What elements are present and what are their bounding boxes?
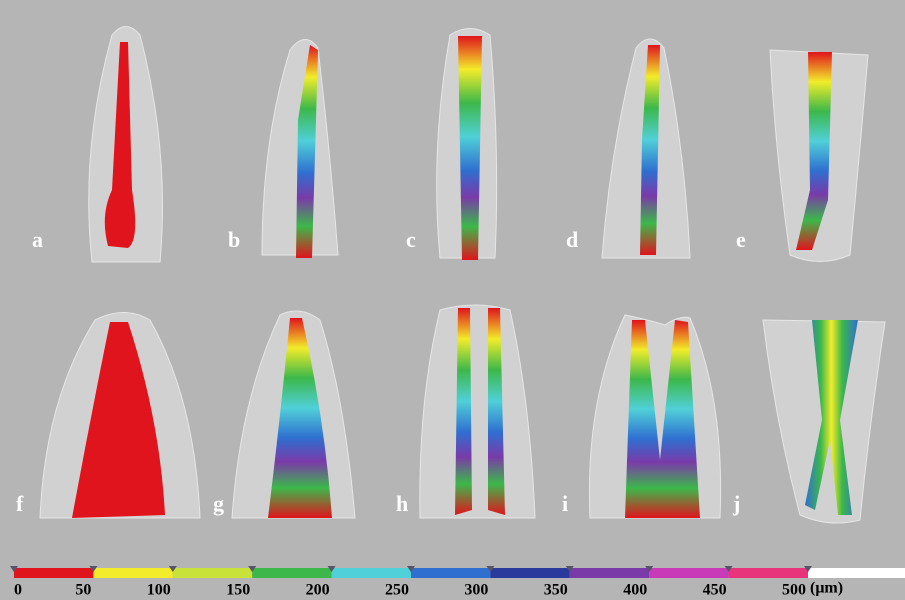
colorbar-segment	[252, 568, 332, 578]
tick-label: 100	[147, 582, 171, 599]
panel-label: j	[732, 491, 740, 516]
tick-label: 450	[703, 582, 727, 599]
tick-mark	[168, 566, 177, 572]
unit-label: (μm)	[810, 580, 843, 597]
tick-label: 200	[306, 582, 330, 599]
tooth	[419, 304, 536, 519]
colorbar-segment	[411, 568, 491, 578]
tick-mark	[327, 566, 336, 572]
colorbar-segment	[331, 568, 411, 578]
tick-mark	[486, 566, 495, 572]
canal	[458, 36, 482, 260]
panel-label: g	[213, 491, 224, 516]
colorbar-tail	[808, 568, 905, 578]
canal	[805, 320, 858, 515]
colorbar-segment	[93, 568, 173, 578]
canal	[640, 45, 660, 255]
tick-mark	[645, 566, 654, 572]
panel-label: h	[396, 491, 408, 516]
canal	[268, 318, 332, 518]
panel-label: e	[736, 227, 746, 252]
tick-mark	[565, 566, 574, 572]
panel-label: d	[566, 227, 578, 252]
renderings	[39, 26, 886, 524]
tick-label: 0	[14, 582, 22, 599]
tick-mark	[89, 566, 98, 572]
colorbar-segment	[172, 568, 253, 578]
tick-mark	[724, 566, 733, 572]
tick-label: 250	[385, 582, 409, 599]
colorbar-segment	[569, 568, 650, 578]
tick-mark	[804, 566, 812, 572]
tick-mark	[10, 566, 18, 572]
tick-label: 500	[782, 582, 806, 599]
canal	[296, 45, 318, 258]
tick-label: 150	[226, 582, 250, 599]
canal	[796, 52, 832, 250]
colorbar-segment	[14, 568, 94, 578]
colorbar-segment	[490, 568, 570, 578]
tick-label: 50	[75, 582, 91, 599]
tick-label: 300	[464, 582, 488, 599]
panel-label: f	[16, 491, 24, 516]
canal	[625, 320, 700, 518]
panel-label: a	[32, 227, 43, 252]
tick-label: 400	[623, 582, 647, 599]
canal	[455, 308, 505, 515]
canal	[72, 322, 165, 518]
colorbar-segment	[649, 568, 729, 578]
tick-mark	[248, 566, 257, 572]
colorbar-segment	[728, 568, 808, 578]
panel-label: i	[562, 491, 568, 516]
tick-label: 350	[544, 582, 568, 599]
canal	[104, 42, 136, 248]
panel-label: b	[228, 227, 240, 252]
tick-mark	[407, 566, 415, 572]
panel-label: c	[406, 227, 416, 252]
